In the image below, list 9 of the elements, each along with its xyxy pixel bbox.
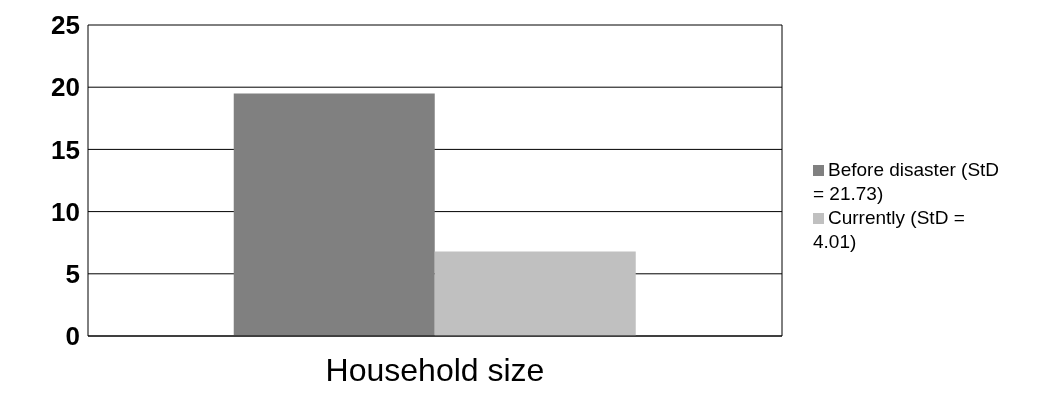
y-tick-label: 10 — [51, 196, 80, 227]
x-tick-label: Household size — [325, 351, 545, 388]
y-tick-label: 20 — [51, 72, 80, 103]
legend-label: Before disaster (StD = 21.73) — [813, 158, 1000, 204]
y-tick-label: 5 — [65, 259, 80, 290]
y-tick-label: 25 — [51, 10, 80, 41]
legend-label: Currently (StD = 4.01) — [813, 206, 965, 252]
y-tick-label: 0 — [65, 321, 80, 352]
y-tick-label: 15 — [51, 134, 80, 165]
